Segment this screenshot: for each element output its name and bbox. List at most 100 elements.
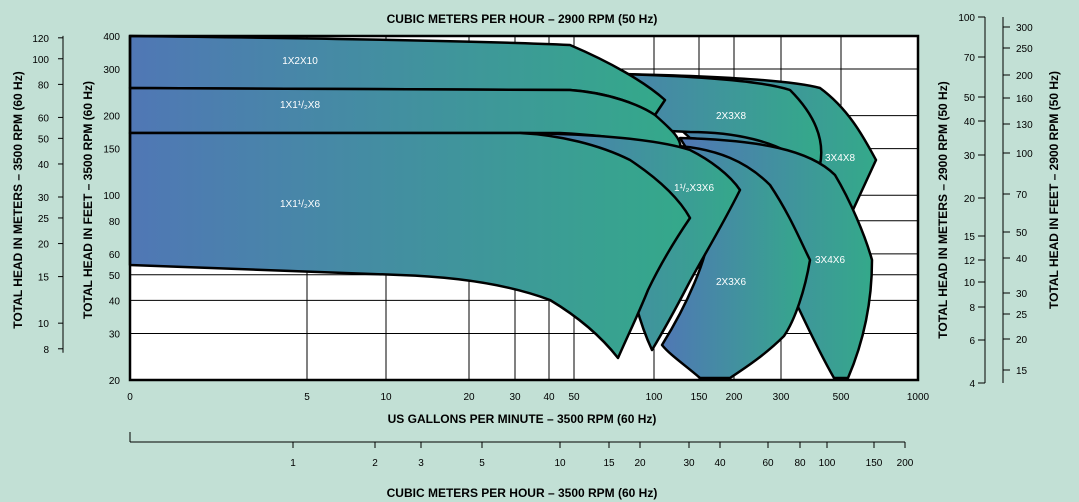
pump-curves <box>128 34 878 380</box>
y-feet-tick-label: 200 <box>103 112 120 123</box>
y-feet-tick-label: 400 <box>103 32 120 43</box>
top-axis-title: CUBIC METERS PER HOUR – 2900 RPM (50 Hz) <box>387 12 658 26</box>
y-feet-50-axis: 15 20 25 30 40 50 70 100 130 160 200 250 300 <box>1002 17 1033 383</box>
x2-tick-label: 150 <box>866 458 883 469</box>
y-feet-tick-label: 100 <box>103 191 120 202</box>
x2-tick-label: 40 <box>714 458 726 469</box>
x2-tick-label: 100 <box>819 458 836 469</box>
x2-tick-label: 30 <box>683 458 695 469</box>
x-tick-label: 50 <box>568 392 580 403</box>
y-meters-50-tick-label: 10 <box>964 278 976 289</box>
y-feet-50-tick-label: 160 <box>1016 94 1033 105</box>
y-meters-tick-label: 15 <box>38 273 50 284</box>
x2-tick-label: 2 <box>372 458 378 469</box>
axes-group: 0 5 10 20 30 40 50 100 150 200 300 500 1000203040506… <box>32 13 1033 469</box>
y-feet-50-tick-label: 250 <box>1016 44 1033 55</box>
y-meters-tick-label: 8 <box>43 345 49 356</box>
y-feet-tick-label: 60 <box>109 250 121 261</box>
x-tick-label: 300 <box>773 392 790 403</box>
y-feet-50-tick-label: 30 <box>1016 289 1028 300</box>
x2-tick-label: 60 <box>762 458 774 469</box>
curve-labels: 1X2X10 1X1¹/₂X8 1X1¹/₂X6 2X3X8 3X4X8 1¹/₂X3X6… <box>280 56 855 288</box>
x2-tick-label: 20 <box>634 458 646 469</box>
curve-label: 3X4X6 <box>815 255 845 266</box>
x2-axis: 1 2 3 5 10 15 20 30 40 60 80 100 150 200 <box>129 432 914 469</box>
y-meters-50-tick-label: 20 <box>964 194 976 205</box>
y-meters-tick-label: 50 <box>38 134 50 145</box>
x-tick-label: 30 <box>509 392 521 403</box>
plot-frame <box>128 34 920 382</box>
y-feet-tick-label: 30 <box>109 329 121 340</box>
y-meters-50-tick-label: 30 <box>964 151 976 162</box>
y-meters-50-tick-label: 4 <box>969 379 975 390</box>
y-feet-50-tick-label: 300 <box>1016 23 1033 34</box>
y-feet-50-tick-label: 40 <box>1016 254 1028 265</box>
x2-tick-label: 3 <box>418 458 424 469</box>
x2-tick-label: 200 <box>897 458 914 469</box>
left-feet-axis-title: TOTAL HEAD IN FEET – 3500 RPM (60 Hz) <box>81 81 95 319</box>
y-feet-50-tick-label: 15 <box>1016 366 1028 377</box>
x-tick-label: 500 <box>833 392 850 403</box>
x2-tick-label: 10 <box>554 458 566 469</box>
curve-label: 1X1¹/₂X6 <box>280 199 320 210</box>
curve-label: 1X2X10 <box>282 56 318 67</box>
y-feet-50-tick-label: 50 <box>1016 228 1028 239</box>
y-feet-50-tick-label: 100 <box>1016 149 1033 160</box>
y-feet-tick-label: 150 <box>103 145 120 156</box>
y-meters-tick-label: 30 <box>38 193 50 204</box>
y-meters-50-tick-label: 12 <box>964 256 976 267</box>
y-meters-50-tick-label: 6 <box>969 336 975 347</box>
x2-tick-label: 5 <box>479 458 485 469</box>
x-tick-label: 5 <box>304 392 310 403</box>
y-meters-50-axis: 4 6 8 10 12 15 20 30 40 50 70 100 <box>958 13 986 390</box>
y-meters-tick-label: 100 <box>32 55 49 66</box>
y-meters-tick-label: 60 <box>38 113 50 124</box>
x-axis-title: US GALLONS PER MINUTE – 3500 RPM (60 Hz) <box>388 412 657 426</box>
y-meters-tick-label: 10 <box>38 319 50 330</box>
x-tick-label: 150 <box>691 392 708 403</box>
x-tick-label: 200 <box>726 392 743 403</box>
left-meters-axis-title: TOTAL HEAD IN METERS – 3500 RPM (60 Hz) <box>11 71 25 328</box>
y-meters-50-tick-label: 8 <box>969 303 975 314</box>
curve-region-1X1¹/₂X6 <box>128 131 692 360</box>
y-feet-50-tick-label: 25 <box>1016 310 1028 321</box>
y-feet-50-tick-label: 20 <box>1016 335 1028 346</box>
y-feet-50-tick-label: 70 <box>1016 190 1028 201</box>
bottom-axis-title: CUBIC METERS PER HOUR – 3500 RPM (60 Hz) <box>387 486 658 500</box>
x-tick-label: 1000 <box>907 392 930 403</box>
y-meters-50-tick-label: 70 <box>964 53 976 64</box>
y-feet-50-tick-label: 130 <box>1016 120 1033 131</box>
x2-tick-label: 80 <box>794 458 806 469</box>
x-tick-label: 40 <box>543 392 555 403</box>
y-meters-tick-label: 120 <box>32 34 49 45</box>
y-meters-50-tick-label: 40 <box>964 117 976 128</box>
x2-tick-label: 15 <box>603 458 615 469</box>
curve-label: 1¹/₂X3X6 <box>674 183 714 194</box>
y-feet-tick-label: 40 <box>109 296 121 307</box>
curve-label: 2X3X6 <box>716 277 746 288</box>
y-meters-tick-label: 25 <box>38 214 50 225</box>
y-meters-50-tick-label: 15 <box>964 232 976 243</box>
y-meters-tick-label: 20 <box>38 240 50 251</box>
curve-label: 3X4X8 <box>825 153 855 164</box>
y-meters-50-tick-label: 50 <box>964 93 976 104</box>
y-meters-axis: 8 10 15 20 25 30 40 50 60 80 100 120 <box>32 34 64 356</box>
x-tick-label: 10 <box>380 392 392 403</box>
x-tick-label: 100 <box>646 392 663 403</box>
y-feet-tick-labels: 20 30 40 50 60 80 100 150 200 300 400 <box>103 32 120 387</box>
curve-label: 2X3X8 <box>716 111 746 122</box>
curve-label: 1X1¹/₂X8 <box>280 100 320 111</box>
x-tick-label: 20 <box>463 392 475 403</box>
x-tick-labels: 0 5 10 20 30 40 50 100 150 200 300 500 1000 <box>127 392 929 403</box>
y-feet-tick-label: 80 <box>109 217 121 228</box>
y-meters-tick-label: 80 <box>38 80 50 91</box>
right-feet-axis-title: TOTAL HEAD IN FEET – 2900 RPM (50 Hz) <box>1047 71 1061 309</box>
x-tick-label: 0 <box>127 392 133 403</box>
y-feet-tick-label: 300 <box>103 65 120 76</box>
x2-tick-label: 1 <box>290 458 296 469</box>
plot-area: 1X2X10 1X1¹/₂X8 1X1¹/₂X6 2X3X8 3X4X8 1¹/₂X3X6… <box>128 34 920 382</box>
y-meters-50-tick-label: 100 <box>958 13 975 24</box>
y-feet-tick-label: 20 <box>109 376 121 387</box>
